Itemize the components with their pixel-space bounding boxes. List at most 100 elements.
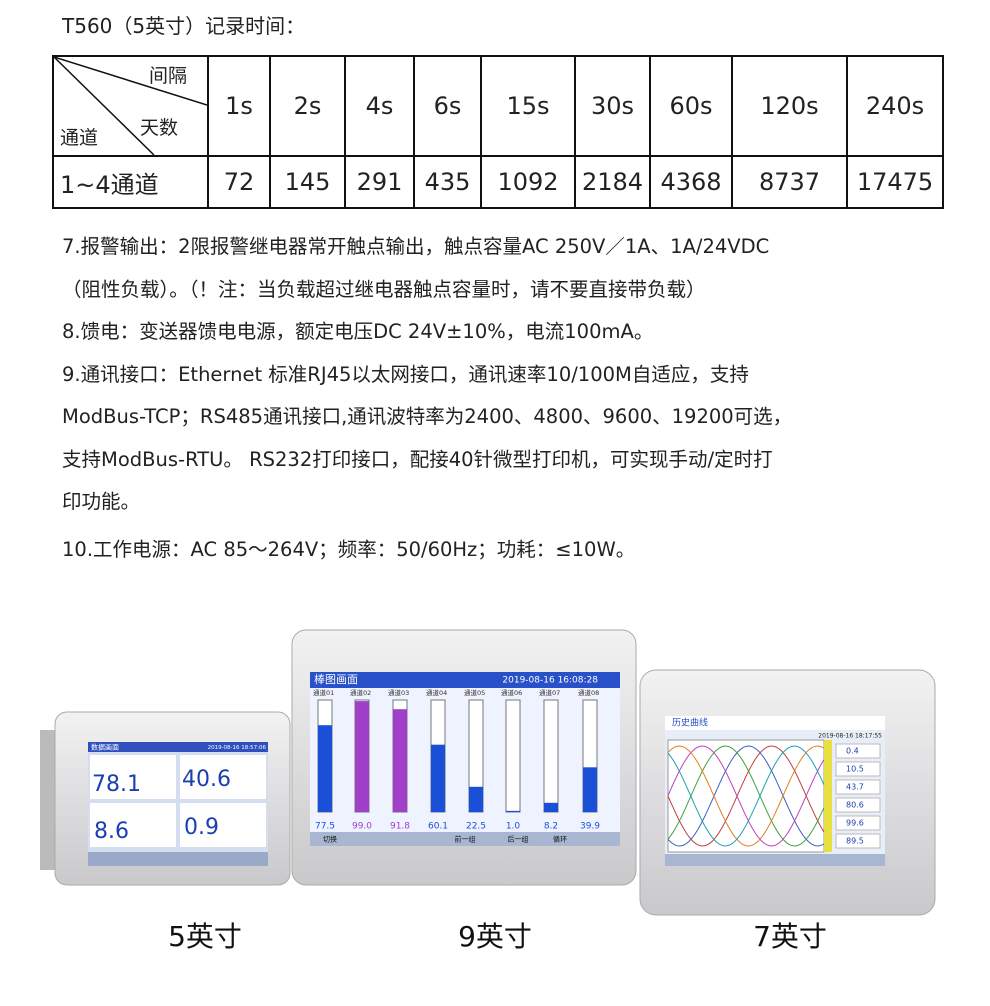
reading: 10.5 xyxy=(846,765,864,774)
cell: 1092 xyxy=(480,155,576,209)
reading: 43.7 xyxy=(846,783,864,792)
channel-label: 通道01 xyxy=(313,688,334,697)
screen-bar xyxy=(310,672,620,688)
panel xyxy=(90,803,176,847)
value-box xyxy=(835,815,881,831)
reading: 99.6 xyxy=(846,819,864,828)
bar xyxy=(469,786,483,812)
channel-label: 通道07 xyxy=(539,688,560,697)
channel-label: 通道03 xyxy=(388,688,409,697)
button-row xyxy=(310,832,620,846)
reading: 77.5 xyxy=(315,822,335,832)
datetime: 2019-08-16 18:17:55 xyxy=(818,733,882,740)
column-header: 15s xyxy=(480,55,576,157)
cell: 2184 xyxy=(574,155,651,209)
reading: 8.6 xyxy=(94,819,129,844)
reading: 40.6 xyxy=(182,767,231,792)
curve xyxy=(667,745,825,847)
bar xyxy=(393,709,407,812)
paragraph-line: 10.工作电源：AC 85～264V；频率：50/60Hz；功耗：≤10W。 xyxy=(62,537,636,561)
title: T560（5英寸）记录时间： xyxy=(62,14,306,38)
datetime: 2019-08-16 18:57:06 xyxy=(208,745,267,751)
channel-label: 通道06 xyxy=(501,688,522,697)
data-row: 1~4通道 72 145 291 435 1092 2184 4368 8737 17475 xyxy=(52,155,944,209)
header-row: 间隔 天数 通道 1s 2s 4s 6s 15s 30s 60s 120s 240s xyxy=(52,55,944,157)
cell: 72 xyxy=(207,155,271,209)
cell: 435 xyxy=(413,155,482,209)
button-row xyxy=(665,854,885,866)
channel-label: 通道05 xyxy=(464,688,485,697)
paragraph-line: 7.报警输出：2限报警继电器常开触点输出，触点容量AC 250V／1A、1A/2… xyxy=(62,235,770,258)
reading: 89.5 xyxy=(846,837,864,846)
bar xyxy=(506,810,520,812)
column-header: 30s xyxy=(574,55,651,157)
curve xyxy=(667,745,825,847)
screen-title: 历史曲线 xyxy=(672,717,708,729)
channel-label: 通道08 xyxy=(578,688,599,697)
value-box xyxy=(835,833,881,849)
reading: 8.2 xyxy=(544,822,558,832)
paragraph-line: 9.通讯接口：Ethernet 标准RJ45以太网接口，通讯速率10/100M自… xyxy=(62,362,749,386)
reading: 91.8 xyxy=(390,822,410,832)
bar-tube xyxy=(543,699,559,813)
bar-tube xyxy=(505,699,521,813)
paragraph-line: 8.馈电：变送器馈电电源，额定电压DC 24V±10%，电流100mA。 xyxy=(62,320,654,343)
caption: 7英寸 xyxy=(753,920,827,953)
reading: 22.5 xyxy=(466,822,486,832)
reading: 0.9 xyxy=(184,815,219,840)
column-header: 120s xyxy=(731,55,848,157)
curve xyxy=(667,745,825,847)
reading: 39.9 xyxy=(580,822,600,832)
bar xyxy=(318,725,332,812)
corner-bottom: 通道 xyxy=(60,127,99,149)
column-header: 4s xyxy=(344,55,415,157)
screen-title: 棒图画面 xyxy=(314,672,358,686)
cell: 4368 xyxy=(649,155,733,209)
channel-label: 通道02 xyxy=(350,688,371,697)
datetime: 2019-08-16 16:08:28 xyxy=(502,676,598,686)
column-header: 1s xyxy=(207,55,271,157)
value-box xyxy=(835,761,881,777)
record-table: 间隔 天数 通道 1s 2s 4s 6s 15s 30s 60s 120s 240s 1~4通道… xyxy=(52,55,944,209)
paragraph-line: （阻性负载）。（！注：当负载超过继电器触点容量时，请不要直接带负载） xyxy=(62,277,706,301)
bar xyxy=(355,701,369,812)
reading: 78.1 xyxy=(92,772,141,797)
caption: 5英寸 xyxy=(168,920,242,953)
button-label: 循环 xyxy=(553,835,567,844)
cell: 291 xyxy=(344,155,415,209)
plot-area xyxy=(667,739,825,853)
reading: 99.0 xyxy=(352,822,372,832)
screen-title: 数据画面 xyxy=(91,743,119,752)
cell: 145 xyxy=(269,155,346,209)
button-label: 后一组 xyxy=(508,835,529,844)
devices: 5英寸 9英寸 7英寸 数据画面 2019-08-16 18:57:06 78.1 40.6… xyxy=(40,629,936,953)
button-row xyxy=(88,852,268,866)
column-header: 240s xyxy=(846,55,944,157)
column-header: 60s xyxy=(649,55,733,157)
reading: 0.4 xyxy=(846,747,859,756)
curve xyxy=(667,745,825,847)
reading: 1.0 xyxy=(506,822,521,832)
curve xyxy=(667,745,825,847)
bar xyxy=(583,767,597,812)
panel xyxy=(90,755,176,799)
corner-cell: 间隔 天数 通道 xyxy=(52,55,209,157)
caption: 9英寸 xyxy=(458,920,532,953)
corner-top: 间隔 xyxy=(149,65,188,87)
cell: 17475 xyxy=(846,155,944,209)
screen-bar xyxy=(665,716,885,730)
button-label: 前一组 xyxy=(455,835,476,844)
channel-label: 通道04 xyxy=(426,688,447,697)
reading: 60.1 xyxy=(428,822,448,832)
reading: 80.6 xyxy=(846,801,864,810)
diagonals xyxy=(54,57,207,155)
curve xyxy=(667,745,825,847)
column-header: 6s xyxy=(413,55,482,157)
bar xyxy=(431,744,445,812)
panel xyxy=(180,755,266,799)
corner-middle: 天数 xyxy=(140,117,179,139)
paragraph-line: ModBus-TCP；RS485通讯接口,通讯波特率为2400、4800、960… xyxy=(62,405,793,428)
value-box xyxy=(835,779,881,795)
value-box xyxy=(835,797,881,813)
